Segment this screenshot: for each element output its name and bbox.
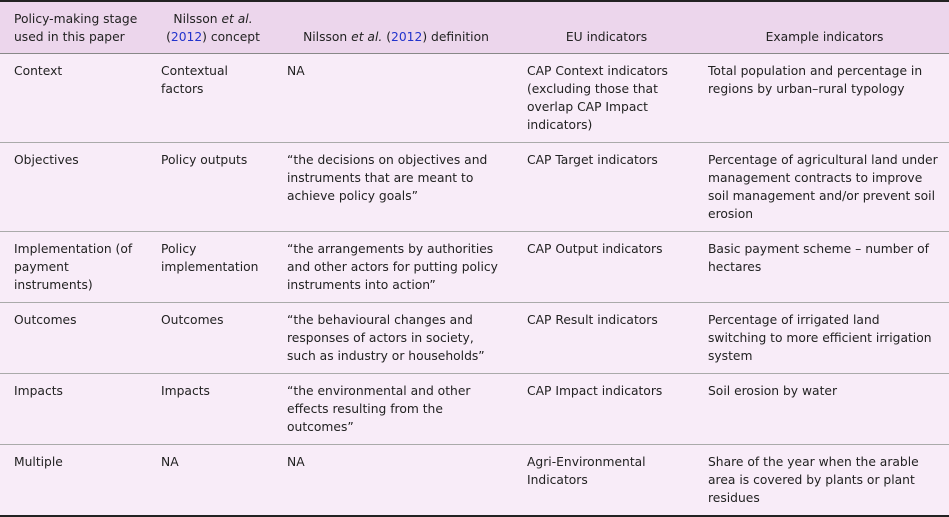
header-text: ( [382,30,392,44]
citation-link[interactable]: 2012 [391,30,423,44]
cell-stage: Impacts [0,373,147,445]
cell-stage: Outcomes [0,302,147,374]
header-text: ) concept [202,30,260,44]
cell-stage: Multiple [14,455,63,469]
cell-example: Soil erosion by water [694,373,949,445]
cell-example: Basic payment scheme – number of hectare… [694,231,949,303]
cell-definition: NA [287,455,305,469]
table-row: Context Contextual factors NA CAP Context i… [0,53,949,143]
citation-link[interactable]: 2012 [170,30,203,44]
cell-stage: Implementation (of payment instruments) [0,231,147,303]
header-stage: Policy-making stage used in this paper [0,1,147,54]
cell-concept: NA [161,455,179,469]
header-definition: Nilsson et al. (2012) definition [273,1,513,54]
header-text: ( [166,30,171,44]
cell-example: Total population and percentage in regio… [694,53,949,143]
cell-definition: “the behavioural changes and responses o… [273,302,513,374]
header-eu-indicators: EU indicators [513,1,694,54]
header-concept: Nilsson et al. (2012) concept [147,1,273,54]
header-text: Nilsson [303,30,352,44]
header-text: ) definition [422,30,489,44]
cell-concept: Policy outputs [147,142,273,232]
cell-definition: NA [273,53,513,143]
table-row: Impacts Impacts “the environmental and oth… [0,373,949,445]
cell-definition: “the arrangements by authorities and oth… [273,231,513,303]
cell-concept: Impacts [147,373,273,445]
cell-eu: CAP Output indicators [513,231,694,303]
cell-stage: Context [0,53,147,143]
table-row: Objectives Policy outputs “the decisions o… [0,142,949,232]
cell-example: Percentage of agricultural land under ma… [694,142,949,232]
header-row: Policy-making stage used in this paper N… [0,1,949,54]
header-example-indicators: Example indicators [694,1,949,54]
cell-eu: CAP Result indicators [513,302,694,374]
cell-eu: CAP Impact indicators [513,373,694,445]
cell-stage: Objectives [0,142,147,232]
cell-example: Share of the year when the arable area i… [708,455,919,505]
header-text: et al. [221,12,253,26]
cell-concept: Contextual factors [147,53,273,143]
cell-eu: CAP Context indicators (excluding those … [513,53,694,143]
cell-example: Percentage of irrigated land switching t… [694,302,949,374]
table-row: Outcomes Outcomes “the behavioural changes… [0,302,949,374]
cell-concept: Policy implementation [147,231,273,303]
header-text: Nilsson [173,12,222,26]
cell-definition: “the decisions on objectives and instrum… [273,142,513,232]
cell-eu: CAP Target indicators [513,142,694,232]
cell-eu: Agri-Environmental Indicators [527,455,646,487]
table-row: Implementation (of payment instruments) P… [0,231,949,303]
table-row: Multiple NA NA Agri-Environmental Indicator… [0,445,949,517]
header-text: et al. [351,30,383,44]
cell-definition: “the environmental and other effects res… [273,373,513,445]
cell-concept: Outcomes [147,302,273,374]
